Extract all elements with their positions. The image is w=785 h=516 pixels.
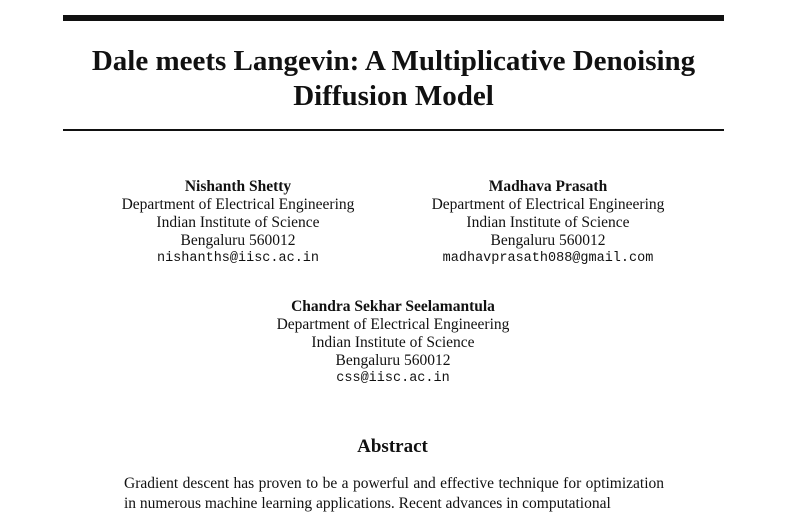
author-inst: Indian Institute of Science xyxy=(156,214,320,231)
author-email: madhavprasath088@gmail.com xyxy=(442,251,654,266)
author-name: Chandra Sekhar Seelamantula xyxy=(291,298,495,315)
author-dept: Department of Electrical Engineering xyxy=(121,196,355,213)
author-city: Bengaluru 560012 xyxy=(180,232,296,249)
author-city: Bengaluru 560012 xyxy=(490,232,606,249)
top-rule xyxy=(63,15,724,21)
author-block: Nishanth Shetty Department of Electrical … xyxy=(78,178,398,268)
author-name: Nishanth Shetty xyxy=(184,178,292,195)
abstract-heading: Abstract xyxy=(357,436,428,457)
author-block: Madhava Prasath Department of Electrical … xyxy=(388,178,708,268)
author-city: Bengaluru 560012 xyxy=(335,352,451,369)
author-inst: Indian Institute of Science xyxy=(311,334,475,351)
author-email: css@iisc.ac.in xyxy=(336,371,450,386)
author-name: Madhava Prasath xyxy=(488,178,608,195)
title: Dale meets Langevin: A Multiplicative De… xyxy=(91,45,696,112)
author-block: Chandra Sekhar Seelamantula Department of… xyxy=(233,298,553,388)
author-dept: Department of Electrical Engineering xyxy=(276,316,510,333)
title-rule xyxy=(63,129,724,131)
abstract-text: Gradient descent has proven to be a powe… xyxy=(124,475,664,512)
author-dept: Department of Electrical Engineering xyxy=(431,196,665,213)
author-inst: Indian Institute of Science xyxy=(466,214,630,231)
author-email: nishanths@iisc.ac.in xyxy=(156,251,320,266)
